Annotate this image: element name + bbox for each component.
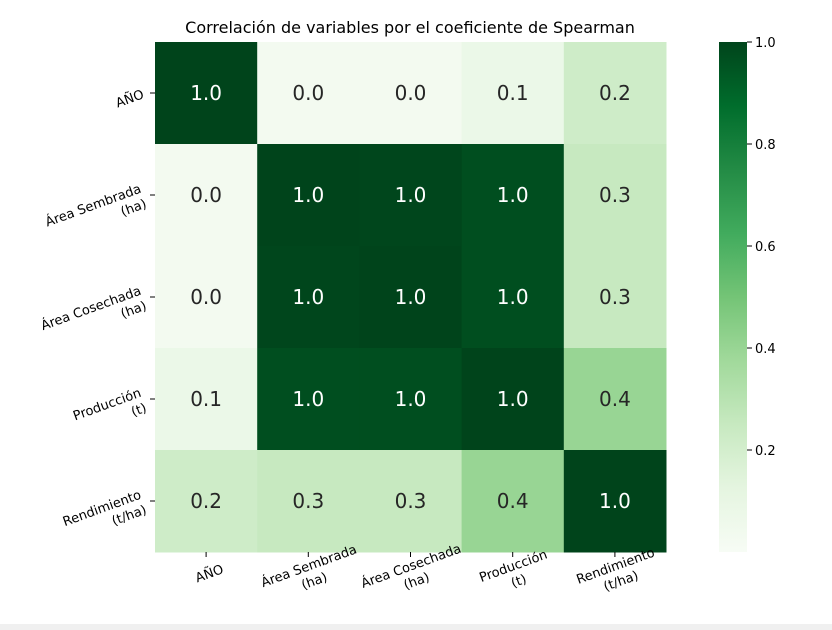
heatmap-cell [461, 348, 565, 451]
cell-value-label: 0.0 [190, 183, 222, 207]
colorbar-tick-label: 0.6 [755, 240, 776, 255]
heatmap-cell [563, 348, 667, 451]
cell-value-label: 1.0 [599, 489, 631, 513]
cell-value-label: 0.3 [292, 489, 324, 513]
cell-value-label: 1.0 [395, 387, 427, 411]
heatmap-cell [359, 348, 463, 451]
colorbar-tick-label: 1.0 [755, 36, 776, 51]
heatmap-cell [563, 42, 667, 145]
cell-value-label: 0.0 [190, 285, 222, 309]
heatmap-cell [359, 450, 463, 553]
heatmap-cell [155, 348, 258, 451]
heatmap-cell [563, 144, 667, 247]
chart-title: Correlación de variables por el coeficie… [185, 18, 635, 37]
heatmap-cell [257, 246, 360, 349]
cell-value-label: 0.3 [599, 285, 631, 309]
heatmap-cell [359, 246, 463, 349]
heatmap-cell [257, 144, 360, 247]
cell-value-label: 1.0 [292, 183, 324, 207]
heatmap-cells [155, 42, 667, 553]
cell-value-label: 1.0 [497, 387, 529, 411]
cell-value-label: 0.3 [395, 489, 427, 513]
heatmap-cell [563, 246, 667, 349]
heatmap-cell [257, 450, 360, 553]
cell-value-label: 1.0 [497, 285, 529, 309]
cell-value-label: 1.0 [292, 387, 324, 411]
cell-value-label: 0.1 [190, 387, 222, 411]
y-tick-label: AÑO [113, 86, 146, 111]
cell-value-label: 1.0 [395, 285, 427, 309]
heatmap-cell [155, 246, 258, 349]
heatmap-cell [257, 348, 360, 451]
heatmap-cell [461, 246, 565, 349]
cell-value-label: 1.0 [497, 183, 529, 207]
cell-value-label: 0.2 [599, 81, 631, 105]
x-tick-label: Rendimiento(t/ha) [575, 546, 663, 603]
colorbar-ticks: 0.2 0.4 0.6 0.8 1.0 [747, 36, 776, 459]
heatmap-cell [257, 42, 360, 145]
cell-value-label: 0.1 [497, 81, 529, 105]
heatmap-cell [155, 144, 258, 247]
heatmap-cell [563, 450, 667, 553]
cell-value-label: 0.2 [190, 489, 222, 513]
colorbar-tick-label: 0.4 [755, 342, 776, 357]
heatmap-cell [359, 42, 463, 145]
y-tick-label: Área Sembrada(ha) [43, 181, 149, 246]
cell-value-label: 1.0 [395, 183, 427, 207]
y-tick-label: Producción(t) [71, 386, 149, 439]
y-tick-label: Rendimiento(t/ha) [61, 488, 149, 545]
y-axis: AÑO Área Sembrada(ha) Área Cosechada(ha) Pr… [39, 86, 155, 545]
bottom-strip [0, 624, 832, 630]
colorbar [719, 42, 747, 552]
heatmap-cell [461, 144, 565, 247]
cell-value-label: 0.0 [292, 81, 324, 105]
y-tick-label: Área Cosechada(ha) [39, 283, 149, 349]
heatmap-cell [155, 450, 258, 553]
cell-value-label: 0.3 [599, 183, 631, 207]
heatmap-cell [155, 42, 258, 145]
heatmap-cell [359, 144, 463, 247]
cell-value-label: 0.4 [599, 387, 631, 411]
cell-value-label: 0.0 [395, 81, 427, 105]
cell-value-label: 1.0 [190, 81, 222, 105]
cell-value-label: 0.4 [497, 489, 529, 513]
x-tick-label: AÑO [193, 561, 226, 586]
colorbar-tick-label: 0.8 [755, 138, 776, 153]
heatmap-cell [461, 42, 565, 145]
cell-value-label: 1.0 [292, 285, 324, 309]
heatmap-cell [461, 450, 565, 553]
heatmap-cell-labels: 1.0 0.0 0.0 0.1 0.2 0.0 1.0 1.0 1.0 0.3 0.0 1.0 1.0 1… [190, 81, 631, 513]
x-tick-label: Producción(t) [477, 547, 555, 600]
colorbar-tick-label: 0.2 [755, 444, 776, 459]
